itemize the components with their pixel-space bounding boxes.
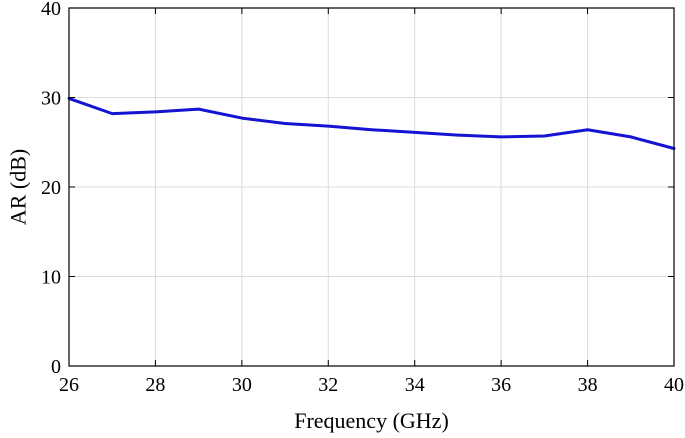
y-tick-label: 10 — [41, 267, 61, 289]
series-layer — [67, 96, 676, 151]
grid — [68, 7, 675, 367]
y-axis-label: AR (dB) — [6, 149, 31, 225]
x-tick-label: 32 — [318, 374, 338, 396]
y-tick-label: 0 — [51, 356, 61, 378]
series-line — [67, 96, 676, 151]
x-tick-label: 38 — [578, 374, 598, 396]
y-tick-label: 30 — [41, 88, 61, 110]
y-tick-label: 40 — [41, 0, 61, 20]
x-tick-label: 40 — [664, 374, 684, 396]
y-tick-label: 20 — [41, 177, 61, 199]
ticks-layer: 26 28 30 32 34 36 38 40 0 10 20 30 40 — [41, 0, 684, 396]
x-axis-label: Frequency (GHz) — [294, 408, 449, 433]
x-tick-label: 30 — [232, 374, 252, 396]
x-tick-label: 28 — [145, 374, 165, 396]
x-tick-label: 26 — [59, 374, 79, 396]
x-tick-label: 36 — [491, 374, 511, 396]
x-tick-label: 34 — [405, 374, 425, 396]
